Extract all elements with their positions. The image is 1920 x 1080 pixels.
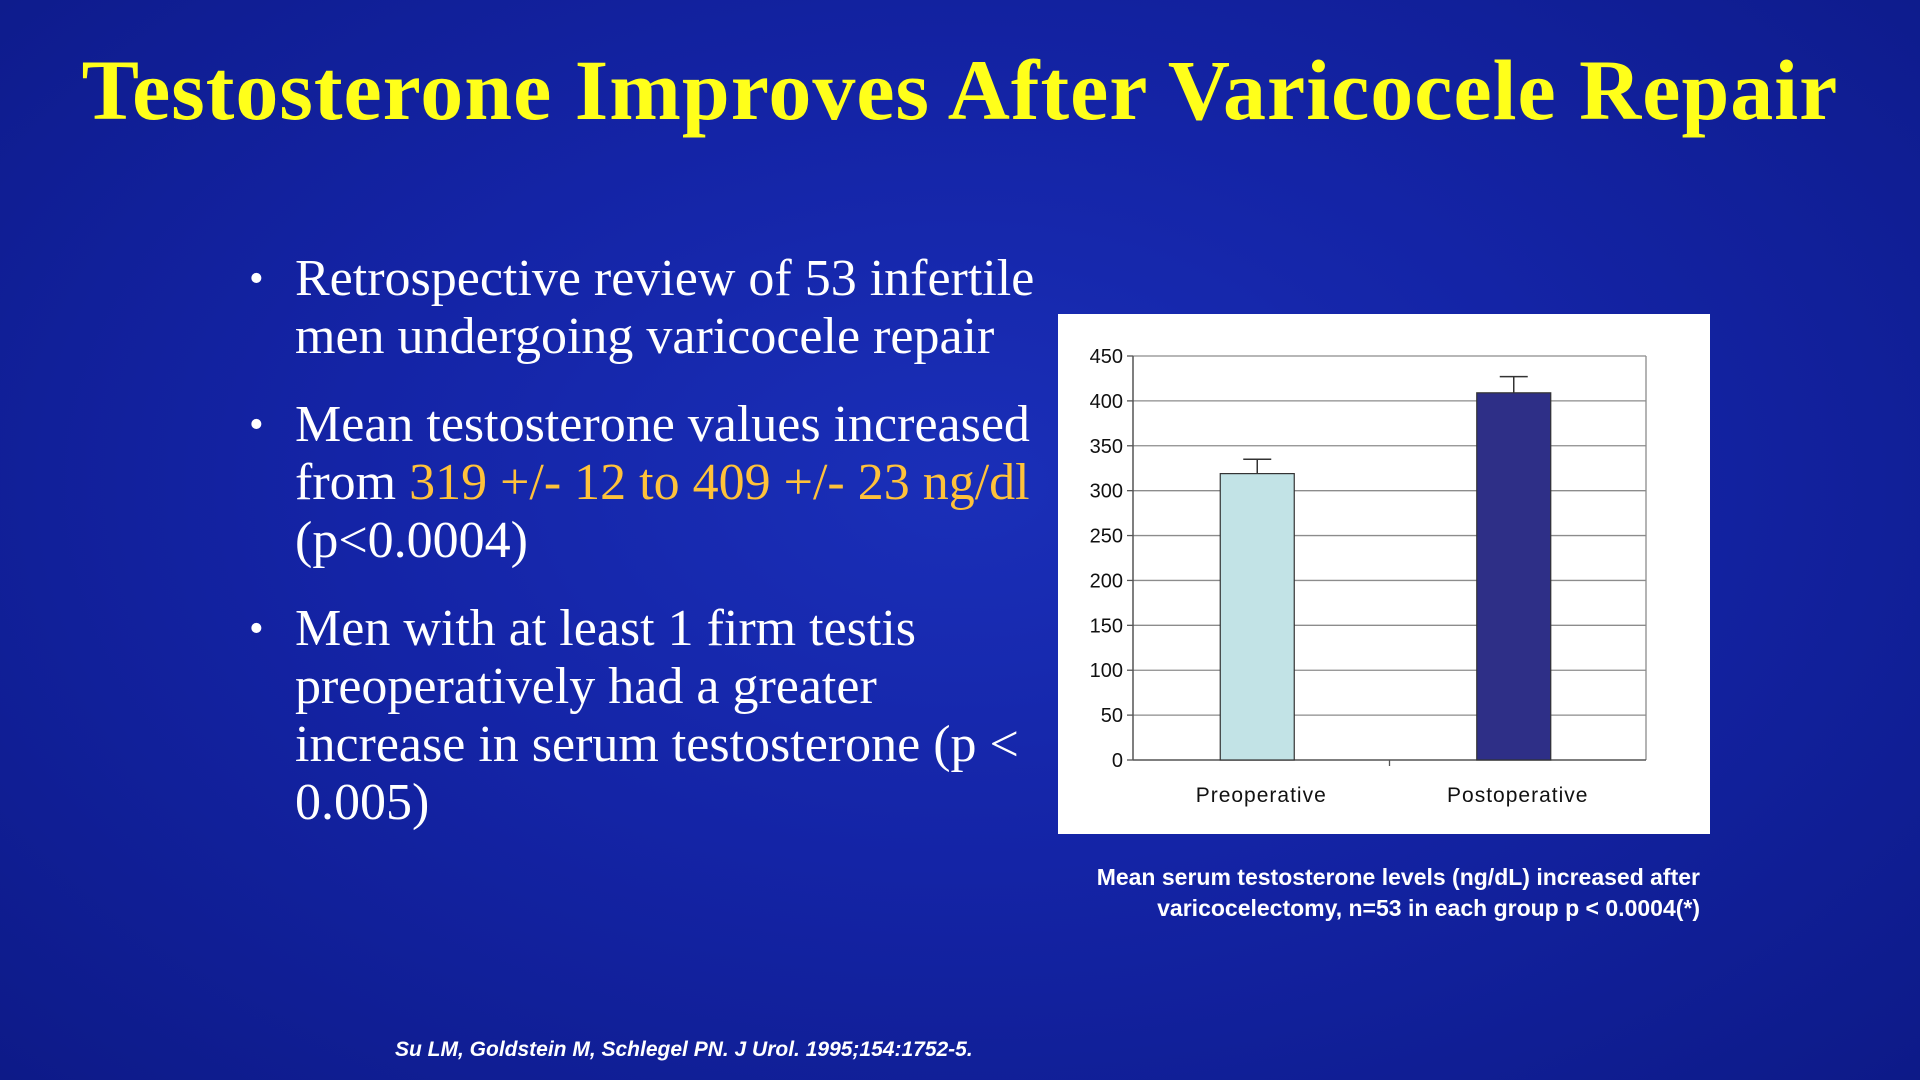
bullet-text: Men with at least 1 firm testis preopera…	[295, 600, 1019, 831]
y-tick-label: 0	[1112, 750, 1123, 772]
x-category-label: Postoperative	[1447, 784, 1588, 807]
bar-preoperative	[1219, 473, 1295, 761]
bullet-item: • Men with at least 1 firm testis preope…	[245, 600, 1035, 832]
y-tick-label: 50	[1101, 705, 1123, 727]
slide-title: Testosterone Improves After Varicocele R…	[81, 42, 1839, 138]
bullet-dot-icon: •	[249, 256, 264, 302]
bullet-text: (p<0.0004)	[295, 512, 528, 569]
citation: Su LM, Goldstein M, Schlegel PN. J Urol.…	[395, 1038, 973, 1061]
y-tick-label: 150	[1090, 615, 1123, 637]
chart-caption: Mean serum testosterone levels (ng/dL) i…	[1096, 864, 1700, 921]
bullet-highlight-text: 319 +/- 12 to 409 +/- 23 ng/dl	[409, 454, 1030, 511]
x-category-label: Preoperative	[1196, 784, 1327, 807]
bullet-list: • Retrospective review of 53 infertile m…	[245, 250, 1035, 862]
bar-chart-panel: 0 50 100 150 200 250 300 350 400 450 Preoperative P…	[1058, 314, 1710, 834]
bullet-text: Retrospective review of 53 infertile men…	[295, 250, 1035, 365]
y-tick-label: 200	[1090, 570, 1123, 592]
y-tick-label: 100	[1090, 660, 1123, 682]
bullet-text: Mean testosterone values increased from	[295, 396, 1030, 511]
y-tick-label: 300	[1090, 481, 1123, 503]
bullet-dot-icon: •	[249, 402, 264, 448]
bullet-item: • Mean testosterone values increased fro…	[245, 396, 1035, 570]
y-tick-label: 400	[1090, 391, 1123, 413]
bar-chart: 0 50 100 150 200 250 300 350 400 450 Preoperative P…	[1090, 346, 1647, 807]
bar-postoperative	[1476, 392, 1552, 761]
bullet-item: • Retrospective review of 53 infertile m…	[245, 250, 1035, 366]
y-tick-label: 350	[1090, 436, 1123, 458]
y-tick-label: 450	[1090, 346, 1123, 368]
y-tick-label: 250	[1090, 526, 1123, 548]
bullet-dot-icon: •	[249, 606, 264, 652]
